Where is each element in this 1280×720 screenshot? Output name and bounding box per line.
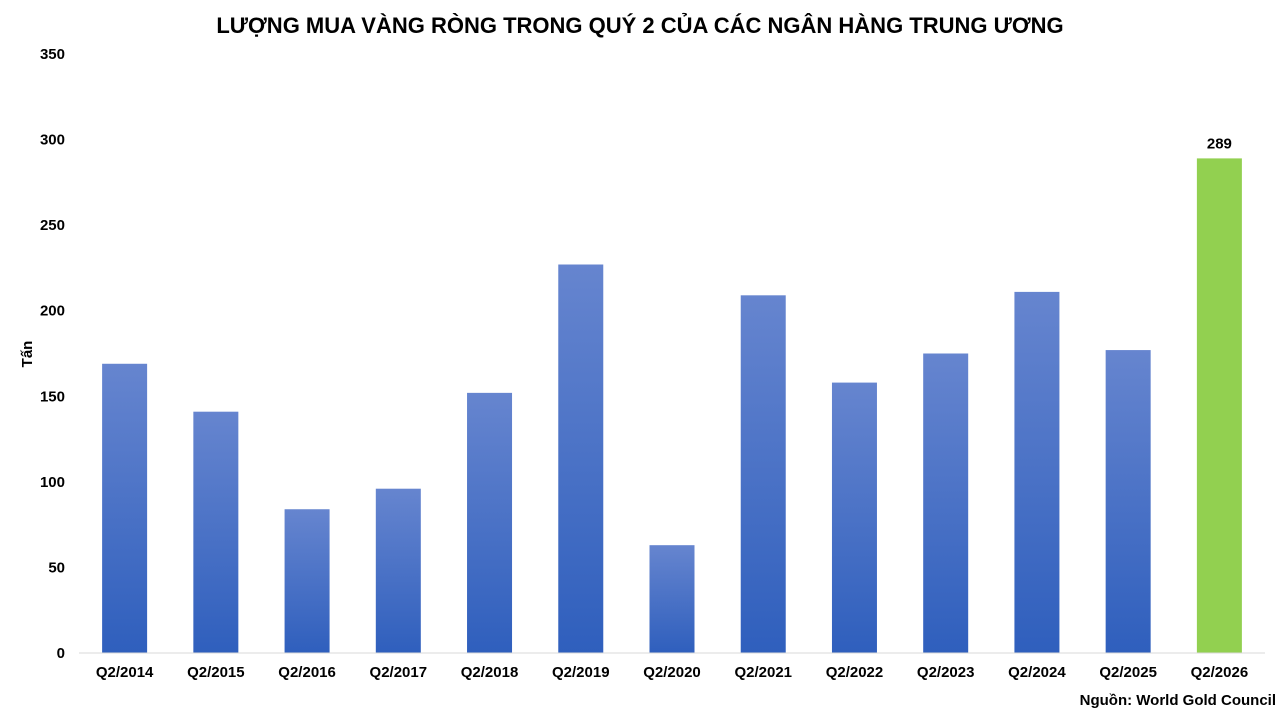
x-tick-label: Q2/2026 [1191,664,1249,681]
x-axis-ticks: Q2/2014 Q2/2015 Q2/2016 Q2/2017 Q2/2018 Q2/20… [96,664,1248,681]
data-label: 289 [1207,135,1232,152]
y-tick-label: 250 [40,217,65,234]
x-tick-label: Q2/2023 [917,664,975,681]
y-tick-label: 0 [57,645,65,662]
y-axis-label: Tấn [19,341,36,368]
bar-q2-2024 [1014,291,1060,653]
bar-q2-2021 [740,295,786,653]
bar-q2-2015 [193,411,239,653]
x-tick-label: Q2/2015 [187,664,245,681]
bar-q2-2026 [1196,158,1242,653]
bar-q2-2022 [831,382,877,653]
bars [102,158,1242,653]
bar-q2-2025 [1105,350,1151,653]
y-axis-ticks: 0 50 100 150 200 250 300 350 [40,46,65,662]
bar-q2-2019 [558,264,604,653]
x-tick-label: Q2/2021 [734,664,792,681]
y-tick-label: 50 [48,559,65,576]
bar-q2-2020 [649,545,695,653]
bar-q2-2016 [284,509,330,653]
x-tick-label: Q2/2019 [552,664,610,681]
x-tick-label: Q2/2025 [1099,664,1157,681]
x-tick-label: Q2/2014 [96,664,154,681]
bar-q2-2023 [923,353,969,653]
y-tick-label: 150 [40,388,65,405]
y-tick-label: 200 [40,303,65,320]
bar-q2-2014 [102,363,148,653]
x-tick-label: Q2/2018 [461,664,519,681]
x-tick-label: Q2/2024 [1008,664,1066,681]
bar-q2-2017 [375,488,421,653]
y-tick-label: 100 [40,474,65,491]
chart-title: LƯỢNG MUA VÀNG RÒNG TRONG QUÝ 2 CỦA CÁC … [216,13,1063,38]
x-tick-label: Q2/2020 [643,664,701,681]
x-tick-label: Q2/2016 [278,664,336,681]
y-tick-label: 300 [40,132,65,149]
data-labels: 289 [1207,135,1232,152]
x-tick-label: Q2/2017 [370,664,428,681]
x-tick-label: Q2/2022 [826,664,884,681]
bar-q2-2018 [467,392,513,653]
y-tick-label: 350 [40,46,65,63]
source-note: Nguồn: World Gold Council [1080,692,1276,709]
